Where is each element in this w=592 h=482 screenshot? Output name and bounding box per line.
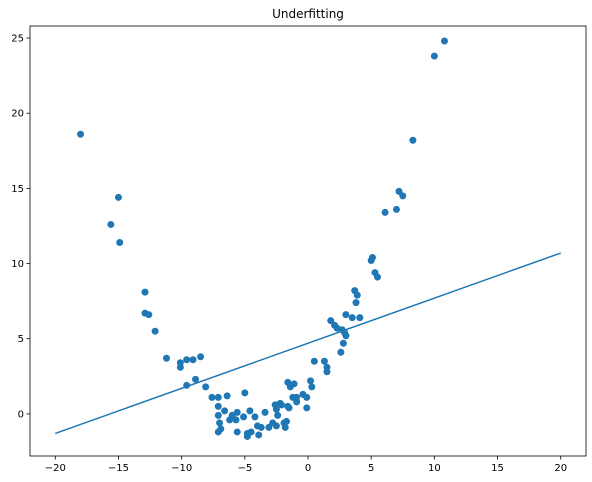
data-point (145, 311, 153, 319)
data-point (216, 419, 224, 427)
data-point (208, 393, 216, 401)
data-point (381, 208, 389, 216)
x-tick-label: −15 (108, 463, 129, 474)
data-point (241, 389, 249, 397)
data-point (232, 416, 240, 424)
data-point (274, 411, 282, 419)
data-point (197, 353, 205, 361)
data-point (151, 327, 159, 335)
data-point (307, 377, 315, 385)
data-point (342, 332, 350, 340)
data-point (368, 254, 376, 262)
data-point (214, 393, 222, 401)
plot-frame (29, 25, 587, 457)
y-axis-ticks: 0 5 10 15 20 25 (11, 34, 30, 420)
fit-line (55, 252, 561, 435)
data-point (202, 383, 210, 391)
data-point (323, 368, 331, 376)
x-tick-label: 5 (368, 463, 374, 474)
data-point (283, 417, 291, 425)
y-tick-label: 10 (11, 259, 24, 270)
data-point (214, 411, 222, 419)
data-point (308, 383, 316, 391)
data-point (114, 193, 122, 201)
data-point (223, 392, 231, 400)
data-point (221, 407, 229, 415)
data-point (233, 428, 241, 436)
data-point (107, 220, 115, 228)
y-tick-label: 25 (11, 34, 24, 45)
data-point (141, 288, 149, 296)
data-point (303, 393, 311, 401)
data-point (303, 404, 311, 412)
data-point (116, 239, 124, 247)
data-point (353, 291, 361, 299)
data-point (352, 299, 360, 307)
x-tick-label: 15 (491, 463, 504, 474)
data-point (399, 192, 407, 200)
data-point (272, 422, 280, 430)
data-point (192, 375, 200, 383)
data-point (176, 363, 184, 371)
data-point (272, 405, 280, 413)
x-axis-ticks: −20 −15 −10 −5 0 5 10 15 20 (45, 456, 567, 474)
data-point (339, 339, 347, 347)
chart-title: Underfitting (272, 7, 344, 21)
data-point (337, 348, 345, 356)
x-tick-label: 0 (305, 463, 311, 474)
data-point (440, 37, 448, 45)
data-point (183, 381, 191, 389)
data-point (77, 130, 85, 138)
x-tick-label: −10 (171, 463, 192, 474)
data-point (233, 408, 241, 416)
x-tick-label: −20 (45, 463, 66, 474)
data-point (246, 407, 254, 415)
data-point (189, 356, 197, 364)
data-point (285, 404, 293, 412)
data-point (277, 401, 285, 409)
y-tick-label: 0 (18, 409, 24, 420)
data-point (162, 354, 170, 362)
y-tick-label: 5 (18, 334, 24, 345)
data-point (255, 431, 263, 439)
data-point (281, 423, 289, 431)
data-point (251, 413, 259, 421)
data-point (217, 425, 225, 433)
data-point (374, 273, 381, 281)
data-point (342, 311, 350, 319)
data-point (290, 380, 298, 388)
data-point (320, 357, 328, 365)
data-point (356, 314, 364, 322)
data-point (240, 413, 248, 421)
data-point (261, 408, 269, 416)
fit-line-layer (55, 252, 561, 435)
x-tick-label: −5 (237, 463, 252, 474)
y-tick-label: 20 (11, 109, 24, 120)
data-point (257, 423, 265, 431)
data-point (409, 136, 417, 144)
x-tick-label: 10 (428, 463, 441, 474)
data-point (392, 205, 400, 213)
data-point (348, 314, 356, 322)
x-tick-label: 20 (554, 463, 567, 474)
data-point (310, 357, 318, 365)
y-tick-label: 15 (11, 184, 24, 195)
data-point (293, 398, 301, 406)
data-point (430, 52, 438, 60)
points-layer (77, 37, 448, 440)
data-point (247, 428, 255, 436)
data-point (183, 356, 191, 364)
data-point (214, 402, 222, 410)
